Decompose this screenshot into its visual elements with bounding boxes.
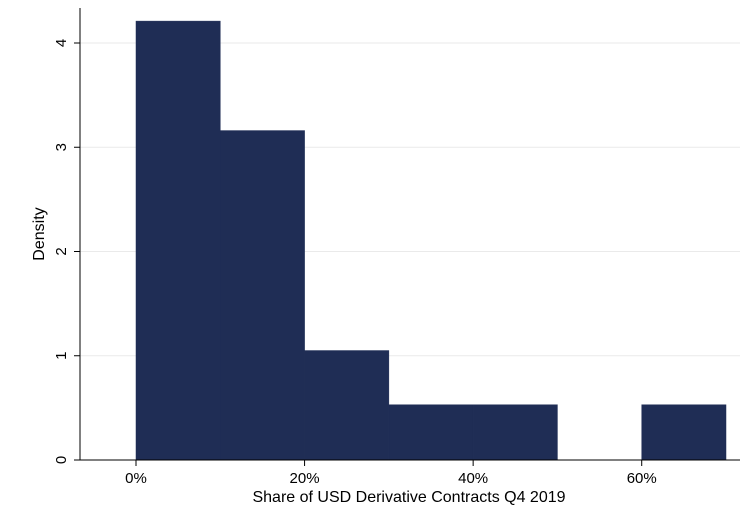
y-axis-title: Density — [31, 207, 48, 260]
y-tick-label: 3 — [53, 143, 70, 151]
histogram-bar-6 — [641, 404, 727, 461]
histogram-bar-2 — [304, 350, 390, 461]
y-axis-ticks: 0 1 2 3 4 — [53, 39, 80, 464]
y-tick-label: 0 — [53, 456, 70, 464]
histogram-bar-3 — [388, 404, 474, 461]
x-axis-ticks: 0% 20% 40% 60% — [125, 460, 657, 487]
x-axis-title: Share of USD Derivative Contracts Q4 201… — [252, 489, 565, 506]
y-tick-label: 2 — [53, 247, 70, 255]
x-tick-label: 20% — [290, 470, 320, 487]
histogram-bar-4 — [472, 404, 558, 461]
x-tick-label: 60% — [627, 470, 657, 487]
axes — [79, 8, 740, 461]
histogram-bars — [135, 20, 727, 461]
x-tick-label: 40% — [458, 470, 488, 487]
histogram-bar-0 — [135, 20, 221, 461]
y-tick-label: 4 — [53, 39, 70, 47]
histogram-bar-1 — [220, 130, 305, 461]
x-tick-label: 0% — [125, 470, 147, 487]
y-tick-label: 1 — [53, 352, 70, 360]
